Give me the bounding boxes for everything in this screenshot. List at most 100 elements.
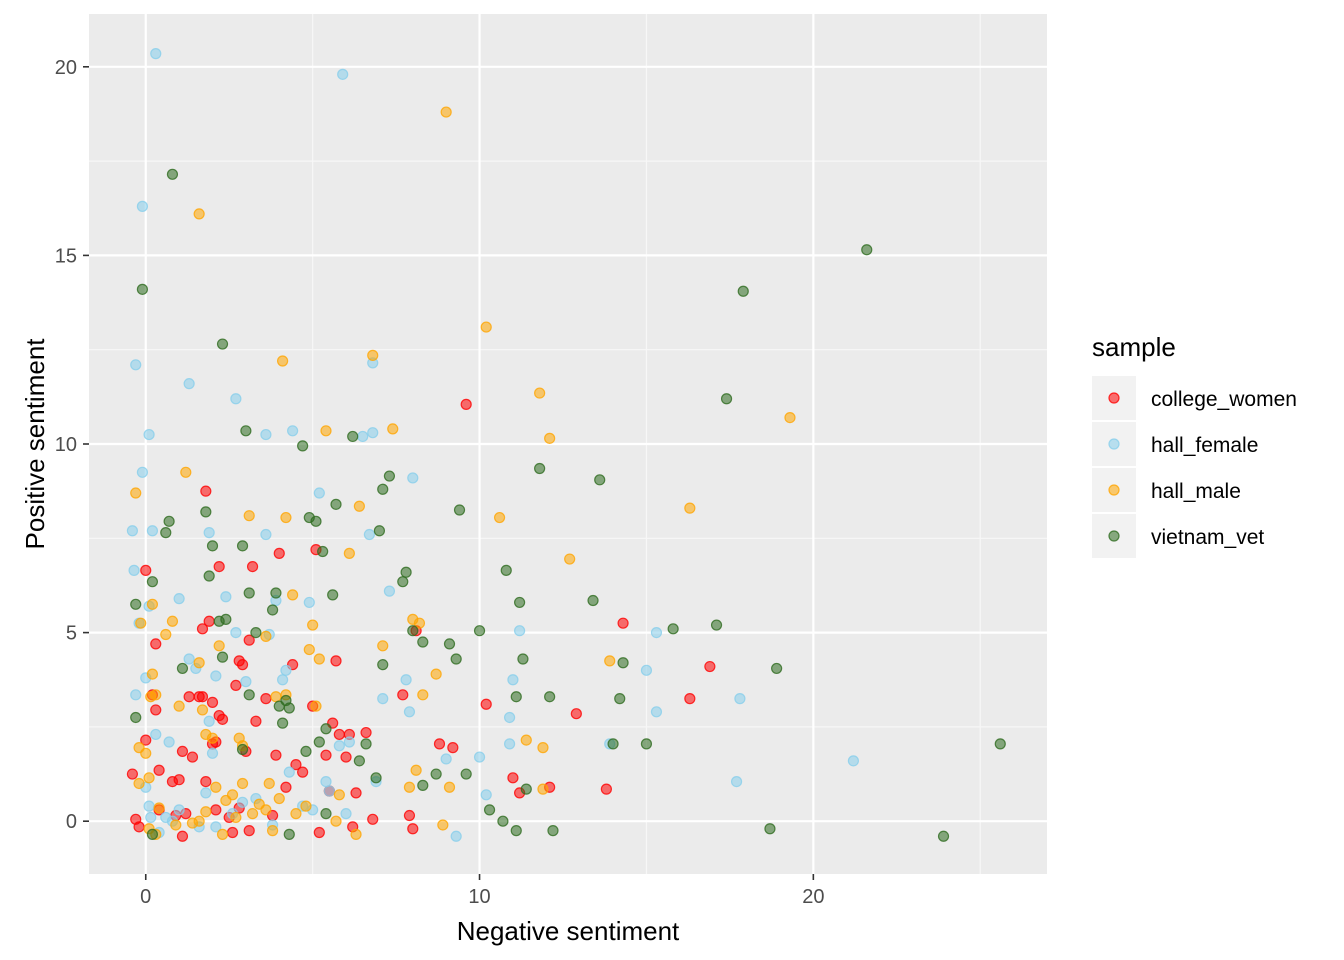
data-point xyxy=(607,738,619,750)
data-point xyxy=(340,808,352,820)
data-point xyxy=(480,789,492,801)
data-point xyxy=(383,470,396,482)
data-point xyxy=(150,638,162,650)
data-point xyxy=(704,660,716,673)
data-point xyxy=(430,768,442,780)
data-point xyxy=(220,613,232,625)
legend-label: hall_female xyxy=(1151,434,1258,457)
data-point xyxy=(163,515,175,527)
data-point xyxy=(146,668,159,680)
legend-label: hall_male xyxy=(1151,480,1241,503)
data-point xyxy=(193,657,205,669)
data-point xyxy=(544,432,556,444)
data-point xyxy=(166,615,179,627)
data-point xyxy=(403,706,416,718)
data-point xyxy=(300,800,312,812)
data-point xyxy=(410,764,422,776)
data-point xyxy=(373,525,386,537)
data-point xyxy=(173,774,185,786)
data-point xyxy=(400,566,412,578)
data-point xyxy=(143,800,155,812)
data-point xyxy=(383,585,396,597)
data-point xyxy=(430,668,442,680)
data-point xyxy=(277,717,289,729)
data-point xyxy=(310,515,322,527)
data-point xyxy=(307,619,319,631)
data-point xyxy=(320,775,332,788)
data-point xyxy=(130,487,142,499)
data-point xyxy=(290,759,302,771)
data-point xyxy=(213,640,225,652)
data-point xyxy=(273,547,285,559)
y-axis-ticks: 0 5 10 15 20 xyxy=(55,57,89,833)
data-point xyxy=(513,596,526,609)
data-point xyxy=(370,772,382,784)
data-point xyxy=(146,828,159,840)
legend-item-vietnam-vet: vietnam_vet xyxy=(1092,514,1264,558)
legend-marker xyxy=(1108,438,1120,450)
data-point xyxy=(280,781,292,793)
data-point xyxy=(350,787,362,799)
data-point xyxy=(226,789,239,801)
data-point xyxy=(150,704,162,716)
data-point xyxy=(440,106,452,118)
data-point xyxy=(460,768,472,780)
legend: sample college_women hall_female hall_male… xyxy=(1092,332,1297,558)
data-point xyxy=(270,587,282,599)
data-point xyxy=(417,779,429,791)
series-hall-male xyxy=(130,106,796,840)
data-point xyxy=(737,285,749,297)
data-point xyxy=(170,819,182,831)
data-point xyxy=(200,506,212,518)
data-point xyxy=(493,511,506,524)
data-point xyxy=(667,623,679,635)
data-point xyxy=(266,604,279,616)
data-point xyxy=(937,830,950,842)
data-point xyxy=(330,655,342,667)
data-point xyxy=(153,802,165,814)
data-point xyxy=(136,466,149,478)
data-point xyxy=(340,751,352,763)
data-point xyxy=(200,775,212,788)
legend-item-hall-male: hall_male xyxy=(1092,468,1241,512)
data-point xyxy=(784,411,796,424)
y-tick-label: 10 xyxy=(55,434,77,456)
data-point xyxy=(243,689,255,701)
data-point xyxy=(146,576,159,588)
data-point xyxy=(333,728,345,741)
data-point xyxy=(243,825,255,837)
data-point xyxy=(417,636,429,648)
data-point xyxy=(126,525,138,537)
data-point xyxy=(250,626,262,639)
data-point xyxy=(290,808,302,820)
data-point xyxy=(270,691,282,703)
data-point xyxy=(300,745,312,758)
legend-title: sample xyxy=(1092,332,1176,362)
data-point xyxy=(861,244,873,256)
data-point xyxy=(260,428,272,441)
data-point xyxy=(130,689,142,701)
legend-item-college-women: college_women xyxy=(1092,376,1297,420)
data-point xyxy=(600,783,612,795)
data-point xyxy=(330,498,342,510)
data-point xyxy=(160,628,172,641)
data-point xyxy=(210,781,222,793)
data-point xyxy=(243,587,255,599)
data-point xyxy=(510,691,522,703)
data-point xyxy=(323,785,335,797)
data-point xyxy=(277,674,289,686)
data-point xyxy=(283,766,295,778)
data-point xyxy=(507,772,519,784)
data-point xyxy=(343,547,355,559)
data-point xyxy=(614,693,626,705)
data-point xyxy=(283,702,295,714)
legend-marker xyxy=(1108,530,1120,542)
data-point xyxy=(236,777,249,790)
data-point xyxy=(140,564,152,576)
data-point xyxy=(684,502,696,514)
data-point xyxy=(230,393,242,405)
data-point xyxy=(200,787,212,799)
data-point xyxy=(500,564,512,576)
data-point xyxy=(450,830,462,842)
data-point xyxy=(313,826,325,839)
